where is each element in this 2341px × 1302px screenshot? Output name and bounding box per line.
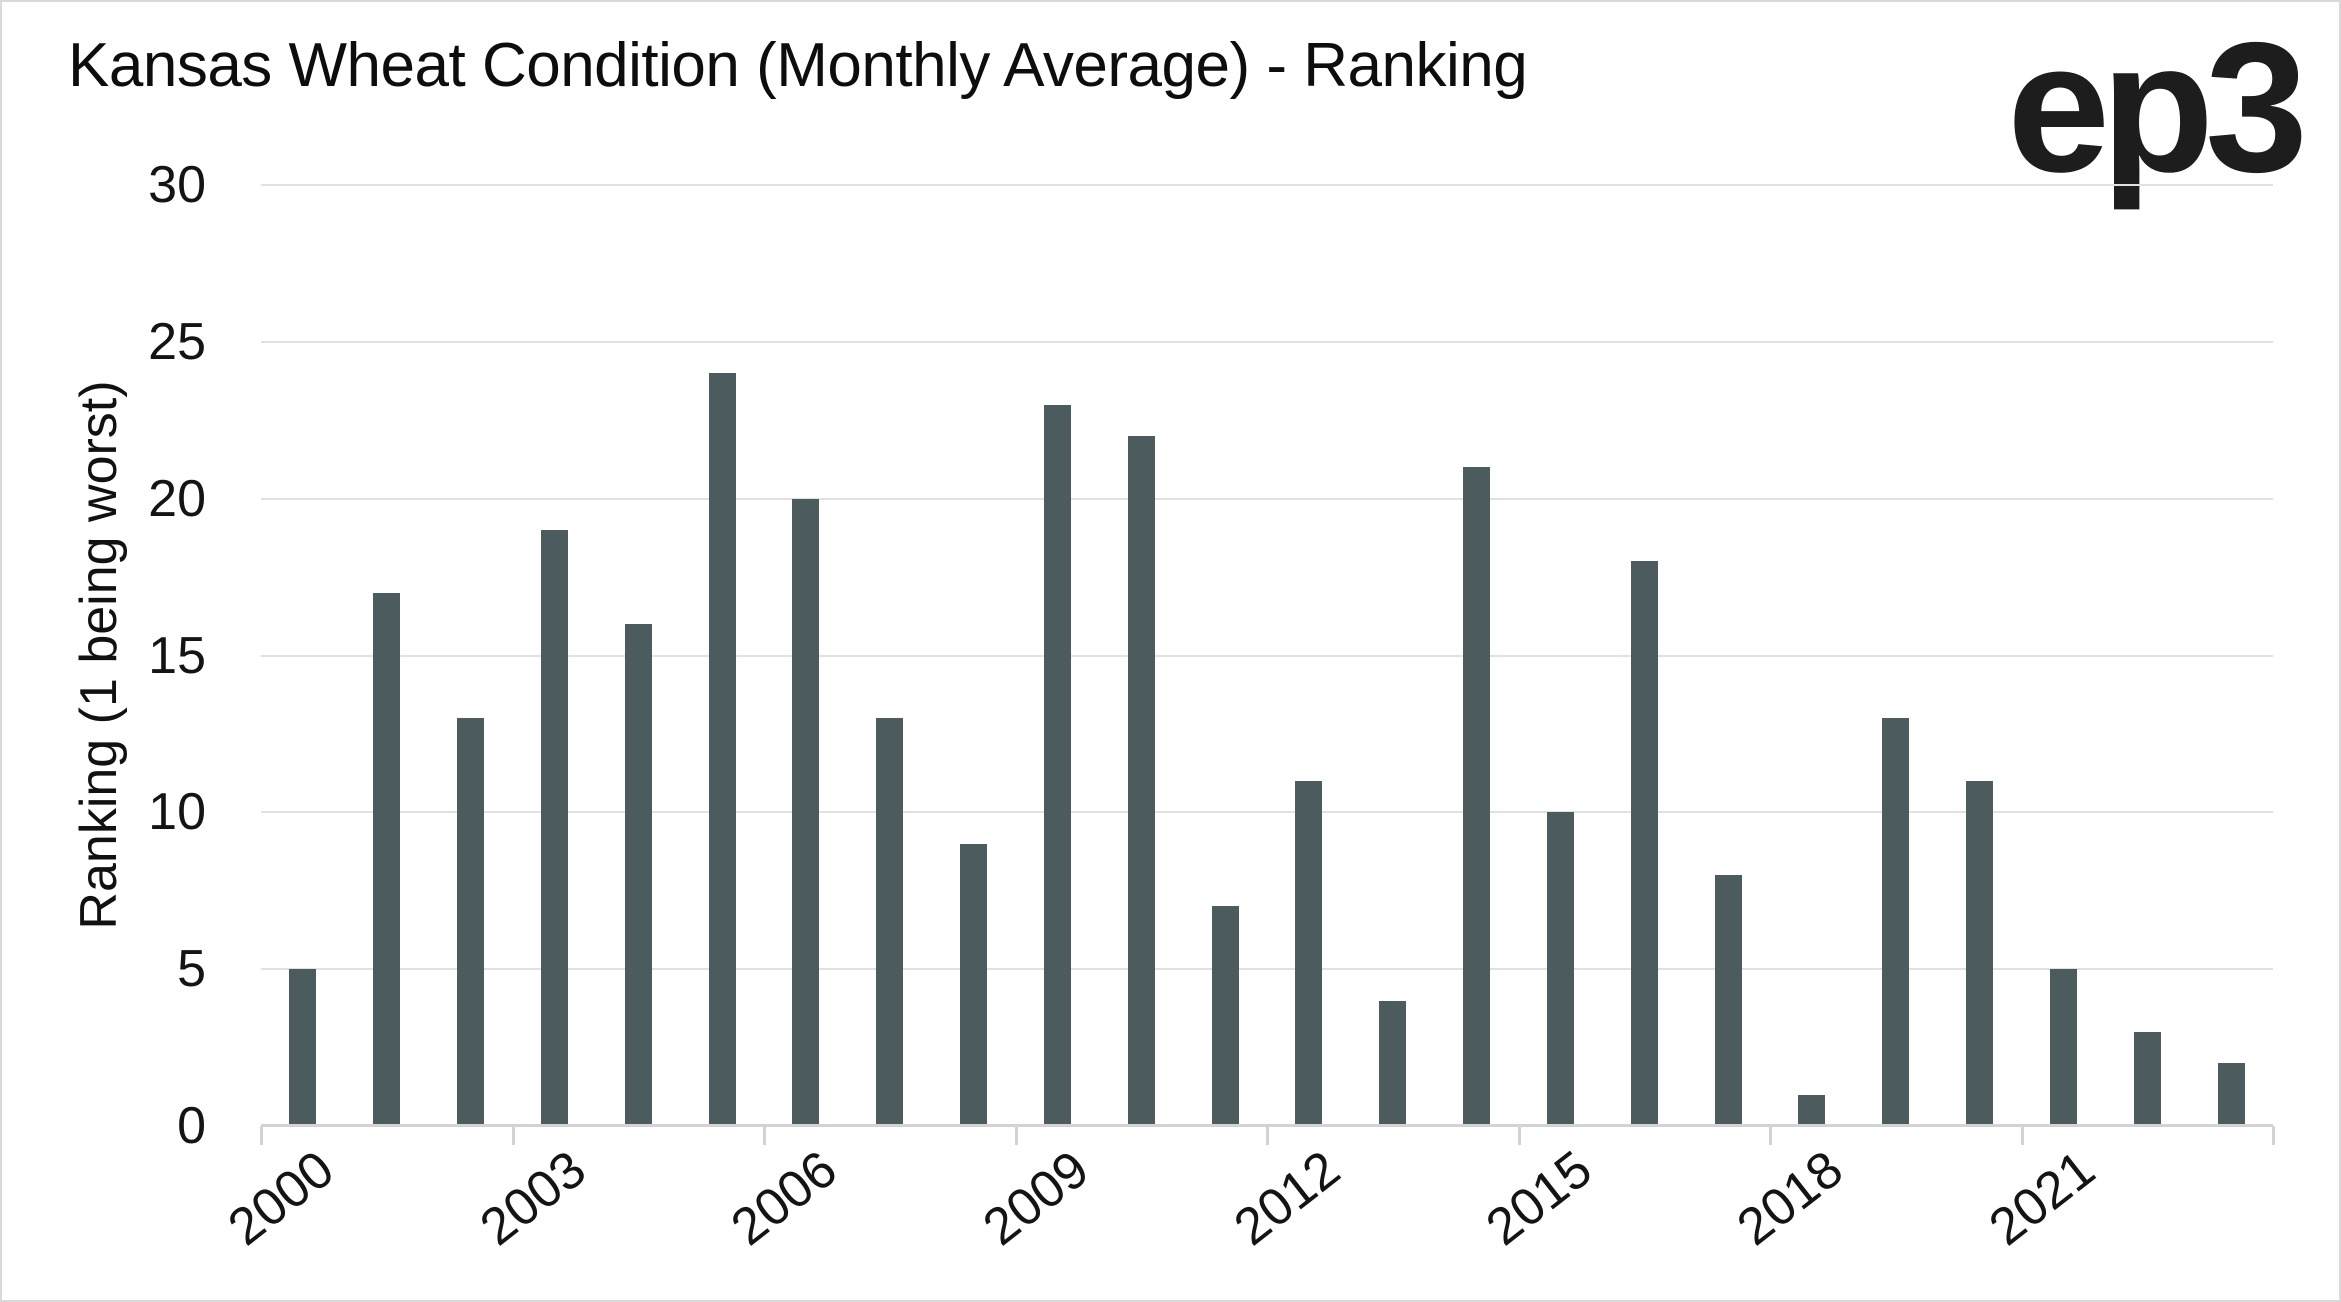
x-tick-mark-4	[1266, 1126, 1269, 1145]
bar-2018	[1798, 1094, 1826, 1126]
gridline-10	[261, 811, 2273, 814]
bar-2014	[1463, 467, 1491, 1126]
gridline-20	[261, 497, 2273, 500]
x-tick-label-2006: 2006	[720, 1140, 848, 1257]
y-tick-label-20: 20	[148, 469, 206, 528]
x-tick-label-2021: 2021	[1978, 1140, 2106, 1257]
x-tick-label-2018: 2018	[1726, 1140, 1854, 1257]
x-tick-mark-1	[511, 1126, 515, 1145]
bar-2022	[2133, 1031, 2161, 1126]
x-tick-label-2009: 2009	[972, 1140, 1100, 1257]
plot-area	[261, 184, 2273, 1127]
y-tick-label-25: 25	[148, 312, 206, 371]
x-tick-label-2012: 2012	[1223, 1140, 1351, 1257]
bar-2017	[1714, 875, 1742, 1126]
bar-2010	[1127, 435, 1155, 1126]
bar-2013	[1379, 1000, 1407, 1126]
gridline-15	[261, 654, 2273, 657]
gridline-5	[261, 968, 2273, 971]
chart-title: Kansas Wheat Condition (Monthly Average)…	[68, 31, 1528, 100]
x-tick-mark-0	[260, 1126, 263, 1145]
x-tick-mark-8	[2272, 1126, 2275, 1145]
bar-2011	[1211, 906, 1239, 1126]
y-tick-label-5: 5	[177, 940, 206, 999]
bar-2005	[708, 373, 736, 1126]
bar-2015	[1546, 812, 1574, 1126]
bar-2009	[1043, 404, 1071, 1126]
bar-2019	[1882, 718, 1910, 1126]
bar-2012	[1295, 780, 1323, 1126]
bar-2020	[1966, 780, 1994, 1126]
x-axis-line	[261, 1124, 2273, 1127]
bar-2008	[960, 843, 988, 1126]
x-tick-mark-5	[1517, 1126, 1521, 1145]
x-tick-label-2015: 2015	[1475, 1140, 1603, 1257]
y-tick-label-15: 15	[148, 626, 206, 685]
gridline-25	[261, 340, 2273, 343]
y-tick-label-10: 10	[148, 783, 206, 842]
x-tick-mark-2	[763, 1126, 766, 1145]
bar-2003	[540, 530, 568, 1126]
bar-2002	[457, 718, 485, 1126]
x-tick-mark-3	[1014, 1126, 1018, 1145]
bar-2021	[2049, 969, 2077, 1126]
x-tick-mark-6	[1769, 1126, 1772, 1145]
bar-2016	[1630, 561, 1658, 1126]
bar-2001	[373, 592, 401, 1126]
y-tick-label-30: 30	[148, 156, 206, 214]
x-tick-label-2003: 2003	[469, 1140, 597, 1257]
gridline-30	[261, 184, 2273, 186]
bar-2000	[289, 969, 317, 1126]
x-tick-label-2000: 2000	[217, 1140, 345, 1257]
ep3-logo: ep3	[2007, 5, 2308, 211]
y-tick-label-0: 0	[177, 1097, 206, 1155]
bar-2004	[624, 624, 652, 1126]
bar-2023	[2217, 1063, 2245, 1126]
x-tick-mark-7	[2020, 1126, 2024, 1145]
bar-2006	[792, 498, 820, 1126]
bar-2007	[876, 718, 904, 1126]
